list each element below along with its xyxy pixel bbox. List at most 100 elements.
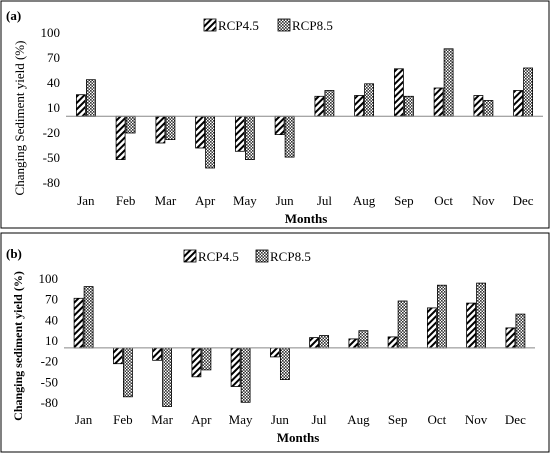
- bar-rcp8-5-jul: [319, 335, 330, 349]
- x-tick-label: Nov: [465, 412, 488, 427]
- bar-rcp8-5-apr: [205, 115, 216, 169]
- legend-swatch-series-2: [255, 249, 269, 263]
- chart-panel-a: (a) RCP4.5 RCP8.5 Changing Sediment yiel…: [0, 0, 550, 229]
- bar-rcp4-5-feb: [113, 347, 123, 365]
- x-tick-label: Jun: [271, 412, 290, 427]
- bar-rcp4-5-aug: [354, 95, 365, 117]
- legend-swatch-series-1: [183, 249, 197, 263]
- y-tick-label: 100: [41, 25, 61, 40]
- bar-rcp8-5-feb: [123, 347, 133, 398]
- x-tick-label: Sep: [394, 193, 414, 208]
- bar-rcp4-5-jan: [76, 94, 86, 117]
- legend-swatch-series-2: [277, 18, 291, 32]
- y-tick-label: -80: [41, 395, 58, 410]
- bar-rcp4-5-mar: [155, 115, 166, 144]
- x-axis-label: Months: [285, 211, 328, 226]
- x-tick-label: Jul: [317, 193, 333, 208]
- legend-label-series-2: RCP8.5: [270, 249, 311, 264]
- legend-label-series-2: RCP8.5: [292, 18, 333, 33]
- legend: RCP4.5 RCP8.5: [203, 18, 333, 33]
- bar-rcp8-5-aug: [358, 330, 369, 349]
- bar-rcp8-5-oct: [436, 284, 447, 349]
- panel-border: [0, 0, 550, 229]
- bar-rcp4-5-jun: [274, 115, 285, 136]
- panel-label: (a): [6, 8, 21, 23]
- chart-panel-b: (b) RCP4.5 RCP8.5 Changing sediment yiel…: [0, 232, 550, 453]
- x-tick-label: Oct: [434, 193, 453, 208]
- y-tick-label: 40: [45, 312, 58, 327]
- y-tick-label: 10: [45, 333, 58, 348]
- bar-rcp4-5-feb: [115, 115, 126, 161]
- x-tick-label: Jun: [276, 193, 295, 208]
- bar-rcp8-5-dec: [515, 313, 526, 349]
- y-axis-label: Changing sediment yield (%): [11, 271, 25, 421]
- x-tick-label: Apr: [191, 412, 212, 427]
- bar-rcp4-5-nov: [466, 302, 477, 349]
- bar-rcp8-5-sep: [403, 95, 414, 117]
- y-tick-label: 100: [39, 271, 59, 286]
- x-tick-label: Aug: [353, 193, 376, 208]
- x-tick-label: May: [233, 193, 257, 208]
- bar-rcp8-5-sep: [397, 300, 408, 349]
- legend-swatch-series-1: [203, 18, 217, 32]
- x-tick-label: Jan: [77, 193, 95, 208]
- bar-rcp8-5-dec: [523, 67, 533, 117]
- bar-rcp8-5-jan: [83, 286, 94, 349]
- x-tick-label: Feb: [116, 193, 136, 208]
- panel-border: [0, 232, 550, 453]
- y-tick-label: 70: [47, 50, 60, 65]
- bar-rcp4-5-jul: [314, 95, 325, 117]
- x-tick-label: Mar: [155, 193, 177, 208]
- legend: RCP4.5 RCP8.5: [183, 249, 311, 264]
- bar-rcp8-5-oct: [443, 48, 454, 117]
- bar-rcp4-5-dec: [505, 327, 516, 349]
- x-axis-label: Months: [277, 430, 320, 445]
- panel-label: (b): [6, 246, 22, 261]
- bar-rcp4-5-sep: [393, 68, 404, 117]
- plot-area: 100 70 40 10 -20 -50 -80 Jan Feb Mar Apr May Jun Jul A…: [39, 271, 535, 427]
- bar-rcp4-5-oct: [426, 307, 437, 349]
- bar-rcp4-5-nov: [473, 95, 484, 117]
- x-tick-label: May: [229, 412, 253, 427]
- bar-rcp4-5-oct: [433, 87, 444, 117]
- legend-label-series-1: RCP4.5: [218, 18, 259, 33]
- bar-rcp8-5-nov: [483, 100, 494, 117]
- bar-rcp4-5-sep: [387, 336, 398, 349]
- y-tick-label: -50: [43, 150, 60, 165]
- bar-rcp8-5-apr: [201, 347, 212, 371]
- y-tick-label: -80: [43, 175, 60, 190]
- x-tick-label: Feb: [113, 412, 133, 427]
- x-tick-label: Dec: [505, 412, 526, 427]
- bar-rcp4-5-jul: [309, 337, 320, 349]
- x-tick-label: Nov: [472, 193, 495, 208]
- bar-rcp4-5-apr: [191, 347, 202, 378]
- x-tick-label: Jul: [312, 412, 328, 427]
- bar-rcp8-5-aug: [364, 83, 375, 117]
- bar-rcp4-5-jun: [269, 347, 280, 358]
- x-tick-label: Apr: [195, 193, 216, 208]
- x-tick-label: Sep: [388, 412, 408, 427]
- y-tick-label: -50: [41, 374, 58, 389]
- y-tick-label: 10: [47, 100, 60, 115]
- x-tick-label: Mar: [151, 412, 173, 427]
- bar-rcp8-5-jul: [324, 90, 335, 117]
- bar-rcp4-5-dec: [513, 90, 523, 117]
- bar-rcp8-5-jun: [284, 115, 295, 158]
- bar-rcp8-5-jun: [279, 347, 290, 380]
- x-tick-label: Dec: [513, 193, 534, 208]
- bar-rcp8-5-mar: [162, 347, 173, 407]
- y-tick-label: 40: [47, 75, 60, 90]
- bar-rcp4-5-may: [234, 115, 245, 152]
- x-tick-label: Aug: [347, 412, 370, 427]
- plot-area: 100 70 40 10 -20 -50 -80 Jan Feb Mar Apr May Jun Jul A…: [41, 25, 543, 208]
- y-axis-label: Changing Sediment yield (%): [12, 41, 27, 196]
- bar-rcp4-5-apr: [195, 115, 206, 149]
- bar-rcp4-5-may: [230, 347, 241, 387]
- y-tick-label: -20: [41, 354, 58, 369]
- bar-rcp8-5-nov: [476, 282, 487, 349]
- bar-rcp8-5-jan: [86, 79, 96, 117]
- x-tick-label: Oct: [428, 412, 447, 427]
- bar-rcp8-5-may: [244, 115, 255, 161]
- bar-rcp8-5-feb: [125, 115, 136, 134]
